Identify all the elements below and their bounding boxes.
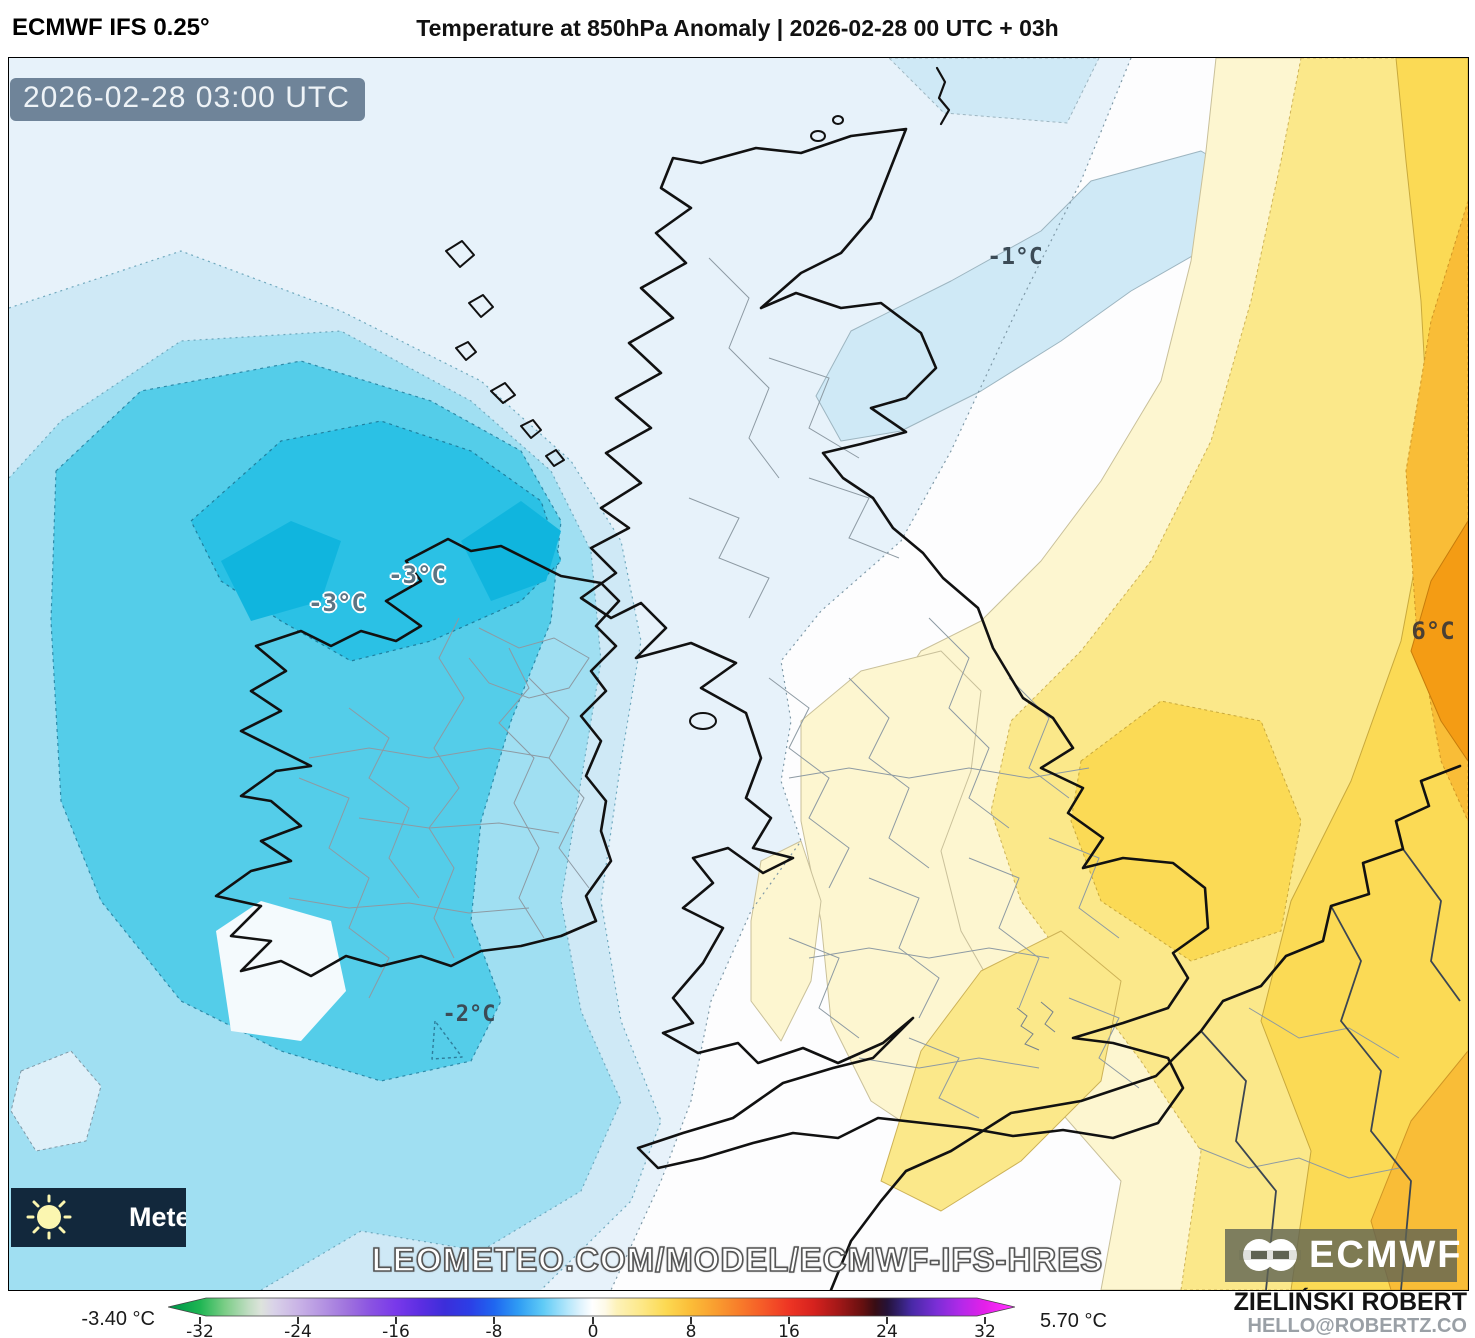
- sun-icon: [26, 1194, 72, 1240]
- region-kerry-white: [216, 901, 346, 1041]
- coast-shetland: [935, 66, 951, 126]
- map-label-minus3-b: -3°C: [308, 589, 366, 617]
- meteo-logo: Meteo: [11, 1188, 186, 1247]
- contour-dashed-west2: [9, 330, 622, 1290]
- coast-isle-of-man: [689, 712, 717, 730]
- meteo-logo-label: Meteo: [129, 1202, 186, 1232]
- colorbar-tick-label: 16: [778, 1322, 800, 1338]
- region-bl-pale-blob: [10, 1050, 102, 1152]
- colorbar-tick-label: 24: [876, 1322, 898, 1338]
- region-gold: [1260, 58, 1468, 1290]
- colorbar-tick-mark: [788, 1317, 790, 1324]
- colorbar-tick-mark: [297, 1317, 299, 1324]
- coast-continent: [829, 764, 1462, 1290]
- colorbar-tick-mark: [886, 1317, 888, 1324]
- region-deep-cyan-b: [221, 521, 341, 621]
- map-label-plus6: 6°C: [1411, 617, 1455, 645]
- region-wales-pale-yellow: [750, 840, 822, 1042]
- colorbar-tick-mark: [493, 1317, 495, 1324]
- colorbar-tick-label: 0: [587, 1322, 599, 1338]
- admin-boundaries: [288, 257, 1400, 1179]
- ecmwf-logo-icon: [1239, 1239, 1301, 1271]
- anomaly-map-svg: [9, 58, 1468, 1290]
- watermark: LEOMETEO.COM/MODEL/ECMWF-IFS-HRES: [371, 1240, 1104, 1279]
- chart-title: Temperature at 850hPa Anomaly | 2026-02-…: [416, 15, 1059, 41]
- colorbar-tick-mark: [984, 1317, 986, 1324]
- region-northsea-gold: [1070, 700, 1302, 962]
- country-borders: [1200, 848, 1461, 1290]
- region-se-england-yellow: [880, 930, 1122, 1212]
- colorbar-tick-mark: [395, 1317, 397, 1324]
- ecmwf-logo: ECMWF: [1225, 1229, 1461, 1282]
- credit-email: HELLO@ROBERTZ.CO: [1247, 1315, 1468, 1337]
- colorbar-tick-mark: [690, 1317, 692, 1324]
- coast-great-britain: [579, 127, 1210, 1170]
- colorbar-tick-mark: [592, 1317, 594, 1324]
- region-orange-plus6: [1410, 520, 1468, 762]
- ecmwf-logo-label: ECMWF: [1309, 1234, 1463, 1276]
- colorbar-min-label: -3.40 °C: [81, 1308, 155, 1330]
- coastlines: [214, 66, 1462, 1290]
- credit-author: ZIELIŃSKI ROBERT: [1233, 1288, 1467, 1316]
- colorbar-tick-label: 32: [974, 1322, 996, 1338]
- colorbar-tick-label: 8: [685, 1322, 697, 1338]
- colorbar-tick-label: -32: [186, 1322, 214, 1338]
- colorbar-tick-mark: [199, 1317, 201, 1324]
- coast-hebrides: [445, 240, 565, 467]
- map-canvas: [8, 57, 1469, 1291]
- map-label-minus1: -1°C: [987, 244, 1043, 270]
- map-label-minus3-a: -3°C: [388, 561, 446, 589]
- coast-orkney: [810, 115, 844, 142]
- anomaly-regions: [9, 58, 1468, 1290]
- map-label-minus2: -2°C: [442, 1002, 496, 1027]
- contour-minus2-triangle: [431, 1020, 463, 1060]
- colorbar-max-label: 5.70 °C: [1040, 1310, 1107, 1332]
- colorbar-tick-label: -24: [284, 1322, 312, 1338]
- model-label: ECMWF IFS 0.25°: [12, 14, 210, 41]
- coast-ireland: [214, 537, 621, 978]
- timestamp-badge: 2026-02-28 03:00 UTC: [10, 78, 365, 121]
- colorbar-tick-label: -16: [382, 1322, 410, 1338]
- colorbar-tick-label: -8: [485, 1322, 503, 1338]
- colorbar: [168, 1297, 1015, 1317]
